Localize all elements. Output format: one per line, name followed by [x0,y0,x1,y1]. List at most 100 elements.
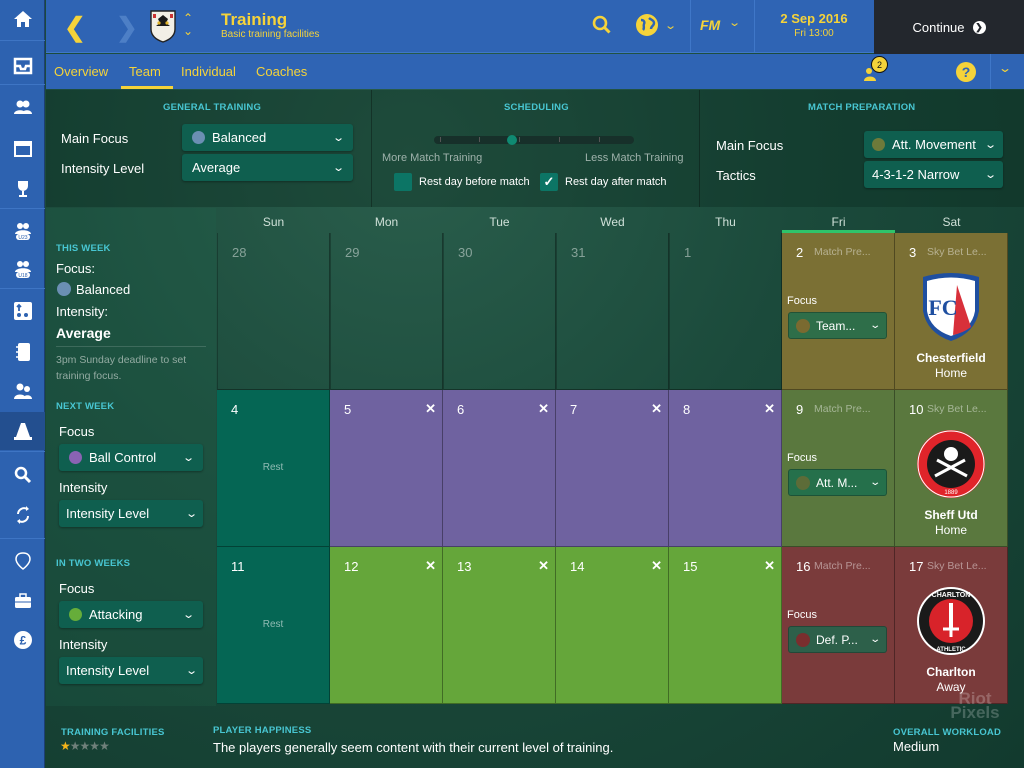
calendar-day-cell[interactable]: 17 Sky Bet Le... CHARLTON ATHLETIC Charlton A… [895,547,1008,704]
calendar-day-cell[interactable]: 31 [556,233,669,390]
match-main-focus-dropdown[interactable]: Att. Movement ⌄ [864,131,1003,158]
continue-label: Continue [912,19,965,35]
help-icon[interactable]: ? [956,62,976,82]
tab-overview[interactable]: Overview [54,64,109,79]
forward-arrow-icon[interactable]: ❯ [116,12,138,42]
calendar-day-cell[interactable]: 3 Sky Bet Le... FC Chesterfield Home [895,233,1008,390]
chevron-down-icon[interactable]: ⌄ [997,61,1013,75]
opponent-name[interactable]: Chesterfield [916,351,986,365]
two-weeks-focus-dropdown[interactable]: Attacking ⌄ [59,601,203,628]
scouting-search-icon[interactable] [0,456,45,494]
chevron-down-icon: ⌄ [184,665,198,677]
back-arrow-icon[interactable]: ❮ [64,12,86,42]
calendar-day-cell[interactable]: 11 Rest [217,547,330,704]
calendar-day-cell[interactable]: 6 ✕ [443,390,556,547]
day-header-sun: Sun [262,215,285,229]
focus-color-dot [796,475,810,490]
club-crest-icon[interactable] [150,10,176,48]
intensity-level-dropdown[interactable]: Average ⌄ [182,154,353,181]
notebook-icon[interactable] [0,333,45,371]
match-prep-focus-dropdown[interactable]: Team... ⌄ [788,312,887,339]
rest-day-before-checkbox[interactable] [394,173,412,191]
remove-session-icon[interactable]: ✕ [651,401,662,416]
continue-button[interactable]: Continue ❯ [874,0,1024,54]
match-training-slider[interactable] [434,135,634,145]
remove-session-icon[interactable]: ✕ [425,401,436,416]
calendar-day-cell[interactable]: 4 Rest [217,390,330,547]
slider-handle[interactable] [507,135,517,145]
next-week-intensity-dropdown[interactable]: Intensity Level ⌄ [59,500,203,527]
staff-icon[interactable] [0,372,45,410]
remove-session-icon[interactable]: ✕ [764,558,775,573]
less-match-training-label: Less Match Training [585,152,684,164]
calendar-day-cell[interactable]: 12 ✕ [330,547,443,704]
chesterfield-crest-icon[interactable]: FC [917,271,985,343]
squad-icon[interactable] [0,88,45,126]
dropdown-value: Team... [816,318,856,333]
notifications-button[interactable]: 2 [864,56,888,86]
calendar-day-cell[interactable]: 13 ✕ [443,547,556,704]
calendar-day-cell[interactable]: 15 ✕ [669,547,782,704]
arrow-right-icon: ❯ [972,20,986,34]
page-title: Training [221,10,288,29]
remove-session-icon[interactable]: ✕ [425,558,436,573]
rest-day-after-checkbox[interactable]: ✓ [540,173,558,191]
inbox-icon[interactable] [0,47,45,85]
this-week-focus-label: Focus: [56,261,96,276]
calendar-day-cell[interactable]: 28 [217,233,330,390]
calendar-icon[interactable] [0,130,45,168]
calendar-day-cell[interactable]: 30 [443,233,556,390]
briefcase-icon[interactable] [0,582,45,620]
home-icon[interactable] [0,0,45,38]
day-number: 4 [231,402,239,417]
date-text: 2 Sep 2016 [780,11,848,26]
next-week-focus-dropdown[interactable]: Ball Control ⌄ [59,444,203,471]
calendar-day-cell[interactable]: 29 [330,233,443,390]
search-icon[interactable] [592,15,612,40]
calendar-day-cell[interactable]: 10 Sky Bet Le... 1889 Sheff Utd Home [895,390,1008,547]
u23-squad-icon[interactable]: U23 [0,212,45,250]
training-facilities-rating: ★★★★★ [60,739,110,753]
main-focus-dropdown[interactable]: Balanced ⌄ [182,124,353,151]
tactics-icon[interactable] [0,292,45,330]
fm-menu-button[interactable]: FM ⌄ [700,17,741,33]
tab-coaches[interactable]: Coaches [256,64,308,79]
match-prep-focus-dropdown[interactable]: Def. P... ⌄ [788,626,887,653]
charlton-crest-icon[interactable]: CHARLTON ATHLETIC [917,585,985,657]
calendar-day-cell[interactable]: 8 ✕ [669,390,782,547]
trophy-icon[interactable] [0,170,45,208]
tab-individual[interactable]: Individual [181,64,236,79]
two-weeks-intensity-dropdown[interactable]: Intensity Level ⌄ [59,657,203,684]
sheffield-crest-icon[interactable]: 1889 [917,428,985,500]
day-number: 13 [457,559,472,574]
remove-session-icon[interactable]: ✕ [538,401,549,416]
calendar-day-cell[interactable]: 9 Match Pre... Focus Att. M... ⌄ [782,390,895,547]
finances-icon[interactable]: £ [0,621,45,659]
remove-session-icon[interactable]: ✕ [538,558,549,573]
focus-color-dot [192,131,205,144]
match-venue: Away [936,680,966,694]
remove-session-icon[interactable]: ✕ [764,401,775,416]
star-empty-icon: ★ [89,739,100,753]
opponent-name[interactable]: Sheff Utd [924,508,978,522]
calendar-day-cell[interactable]: 5 ✕ [330,390,443,547]
world-menu-button[interactable]: ⌄ [636,14,677,36]
training-cone-icon[interactable] [0,412,45,450]
calendar-day-cell[interactable]: 16 Match Pre... Focus Def. P... ⌄ [782,547,895,704]
calendar-day-cell[interactable]: 14 ✕ [556,547,669,704]
calendar-day-cell[interactable]: 1 [669,233,782,390]
calendar-day-cell[interactable]: 2 Match Pre... Focus Team... ⌄ [782,233,895,390]
tab-team[interactable]: Team [129,64,161,79]
match-prep-focus-dropdown[interactable]: Att. M... ⌄ [788,469,887,496]
transfers-icon[interactable] [0,496,45,534]
rest-label: Rest [262,462,284,473]
club-switch-icon[interactable]: ⌃ ⌄ [183,11,194,38]
opponent-name[interactable]: Charlton [926,665,976,679]
calendar-day-cell[interactable]: 7 ✕ [556,390,669,547]
u18-squad-icon[interactable]: U18 [0,250,45,288]
day-number: 16 [796,559,811,574]
chevron-down-icon: ⌄ [181,452,195,464]
club-vision-icon[interactable] [0,542,45,580]
tactics-dropdown[interactable]: 4-3-1-2 Narrow ⌄ [864,161,1003,188]
remove-session-icon[interactable]: ✕ [651,558,662,573]
